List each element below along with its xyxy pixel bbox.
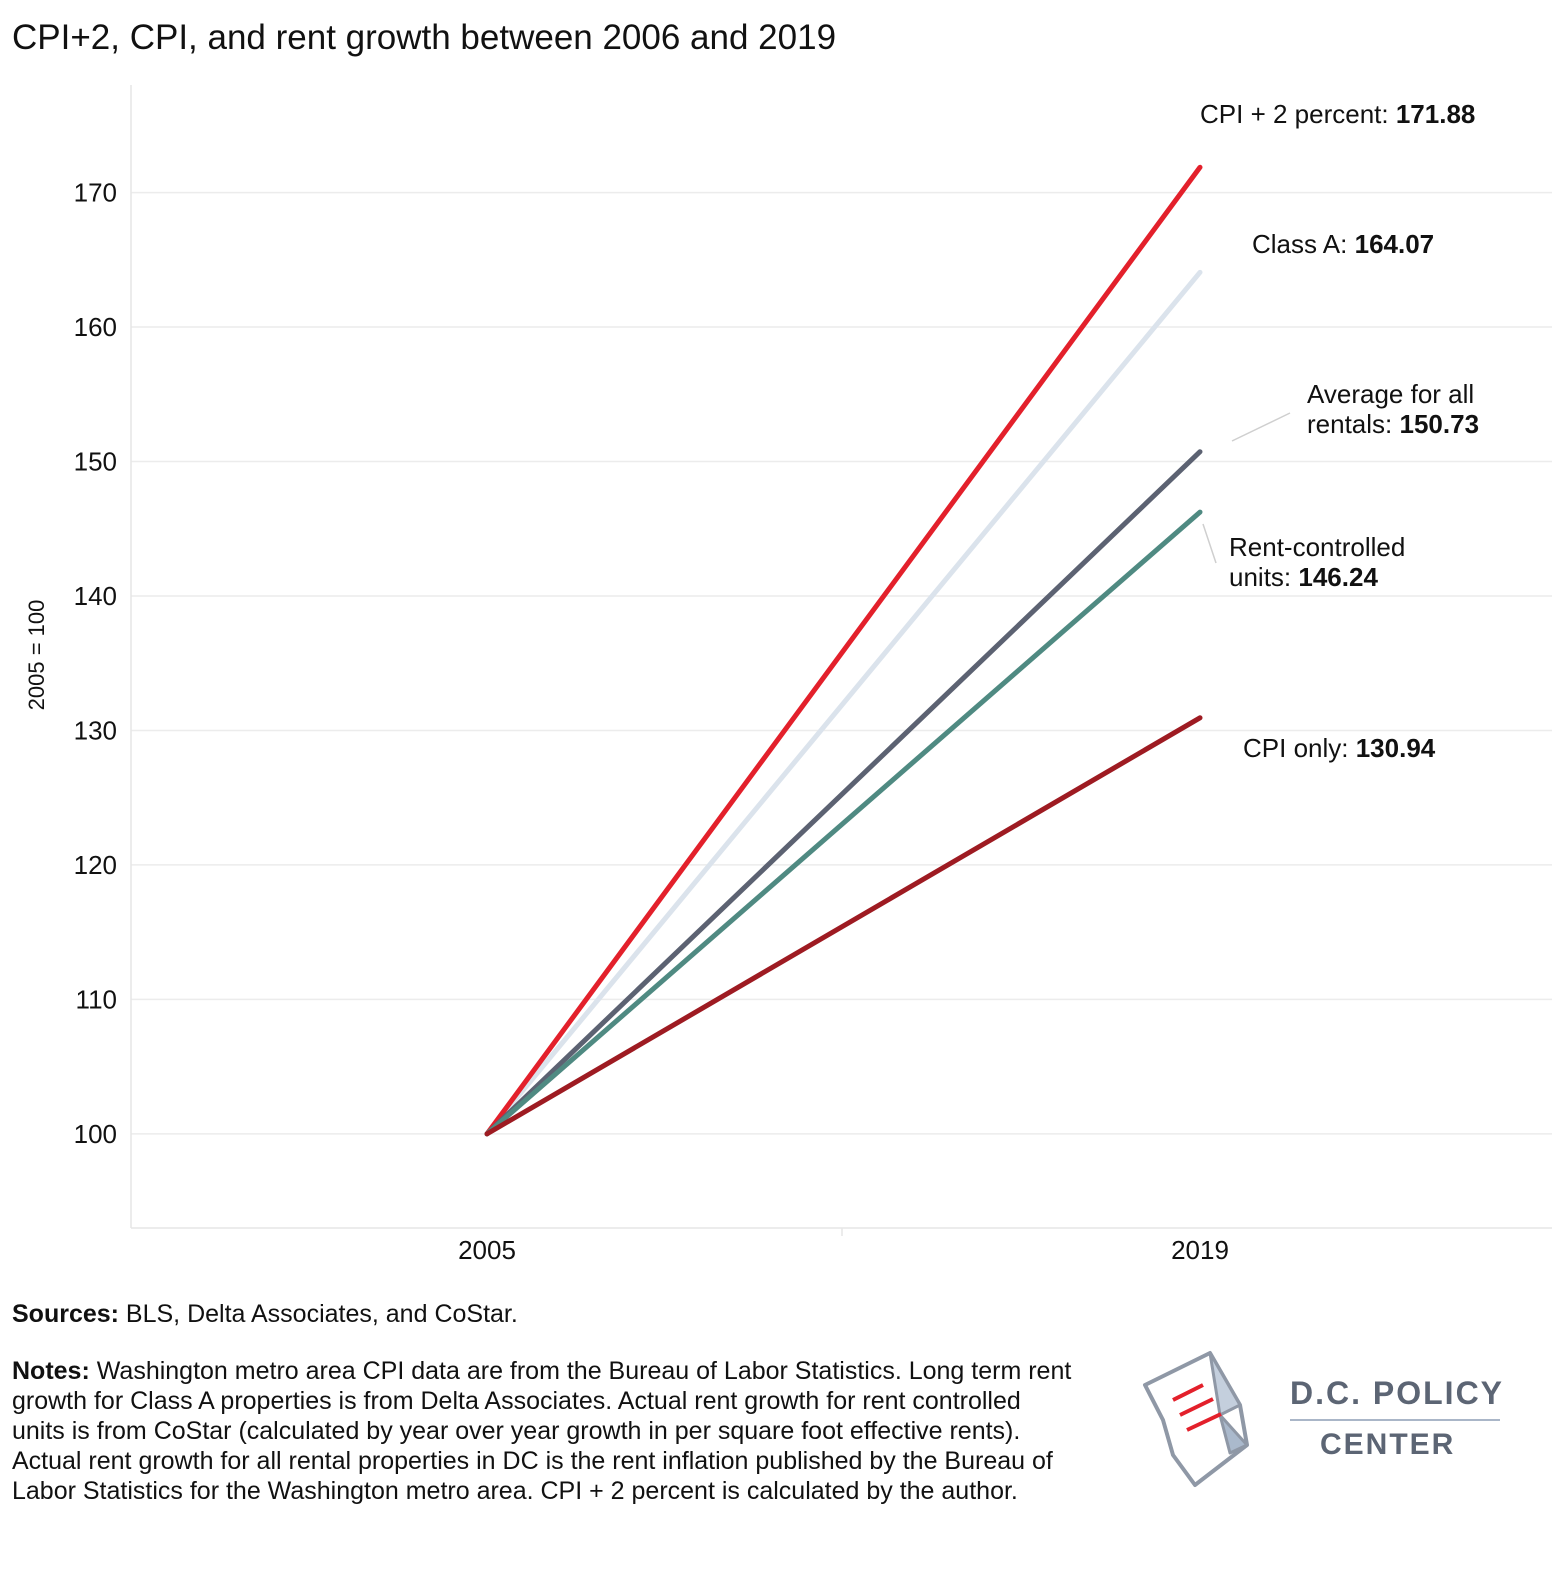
end-label-cpi2-name: CPI + 2 percent <box>1200 99 1382 129</box>
x-tick-label-2005: 2005 <box>458 1235 516 1265</box>
end-label-rc-name-2: units <box>1229 562 1284 592</box>
sources-note: Sources: BLS, Delta Associates, and CoSt… <box>12 1300 518 1329</box>
dc-map-document-icon <box>1143 1351 1249 1487</box>
end-label-classa: Class A: 164.07 <box>1252 229 1434 259</box>
y-tick-label-150: 150 <box>74 447 117 477</box>
series-line-avg <box>484 449 1203 1137</box>
sources-label: Sources: <box>12 1300 119 1328</box>
y-axis-label: 2005 = 100 <box>24 600 49 711</box>
end-labels: CPI + 2 percent: 171.88 Class A: 164.07 … <box>1200 99 1481 763</box>
logo-divider <box>1290 1419 1500 1421</box>
leader-lines <box>1202 412 1291 564</box>
end-label-rc-name-1: Rent-controlled <box>1229 532 1405 562</box>
end-label-cpi2: CPI + 2 percent: 171.88 <box>1200 99 1475 129</box>
chart-title: CPI+2, CPI, and rent growth between 2006… <box>12 18 837 57</box>
end-label-cpi-value: 130.94 <box>1356 733 1436 763</box>
end-label-average-name-2: rentals <box>1307 409 1385 439</box>
x-tick-label-2019: 2019 <box>1171 1235 1229 1265</box>
series-line-cpi <box>484 715 1203 1137</box>
axes <box>130 85 1552 1236</box>
logo-wordmark-line1: D.C. POLICY <box>1290 1375 1505 1411</box>
series-line-cpi2 <box>484 164 1203 1137</box>
end-label-cpi2-value: 171.88 <box>1396 99 1476 129</box>
y-tick-label-160: 160 <box>74 312 117 342</box>
notes-label: Notes: <box>12 1357 90 1385</box>
x-tick-labels: 2005 2019 <box>458 1235 1229 1265</box>
y-tick-label-170: 170 <box>74 178 117 208</box>
notes-text: Notes: Washington metro area CPI data ar… <box>12 1356 1072 1506</box>
series-line-classa <box>484 269 1203 1137</box>
end-label-classa-name: Class A <box>1252 229 1341 259</box>
y-tick-label-130: 130 <box>74 715 117 745</box>
y-tick-label-110: 110 <box>76 984 117 1014</box>
y-tick-label-120: 120 <box>74 850 117 880</box>
end-label-rent-controlled: Rent-controlled units: 146.24 <box>1229 532 1413 592</box>
notes-body: Washington metro area CPI data are from … <box>12 1357 1072 1505</box>
y-tick-labels: 100 110 120 130 140 150 160 170 <box>74 178 117 1149</box>
end-label-average-value: 150.73 <box>1400 409 1480 439</box>
line-chart: 100 110 120 130 140 150 160 170 2005 2019 2005 =… <box>24 85 1552 1265</box>
end-label-cpi-name: CPI only <box>1243 733 1341 763</box>
y-tick-label-100: 100 <box>74 1119 117 1149</box>
gridlines <box>131 191 1552 1135</box>
y-tick-label-140: 140 <box>74 581 117 611</box>
end-label-average: Average for all rentals: 150.73 <box>1307 379 1481 439</box>
series-line-rc <box>484 509 1203 1137</box>
end-label-classa-value: 164.07 <box>1355 229 1435 259</box>
end-label-cpi: CPI only: 130.94 <box>1243 733 1436 763</box>
series-lines <box>484 164 1203 1137</box>
leader-line-average <box>1231 412 1291 442</box>
logo-wordmark-line2: CENTER <box>1320 1428 1456 1461</box>
leader-line-rent-controlled <box>1202 523 1217 564</box>
end-label-rc-value: 146.24 <box>1298 562 1378 592</box>
sources-text: BLS, Delta Associates, and CoStar. <box>118 1300 518 1328</box>
end-label-average-name-1: Average for all <box>1307 379 1474 409</box>
